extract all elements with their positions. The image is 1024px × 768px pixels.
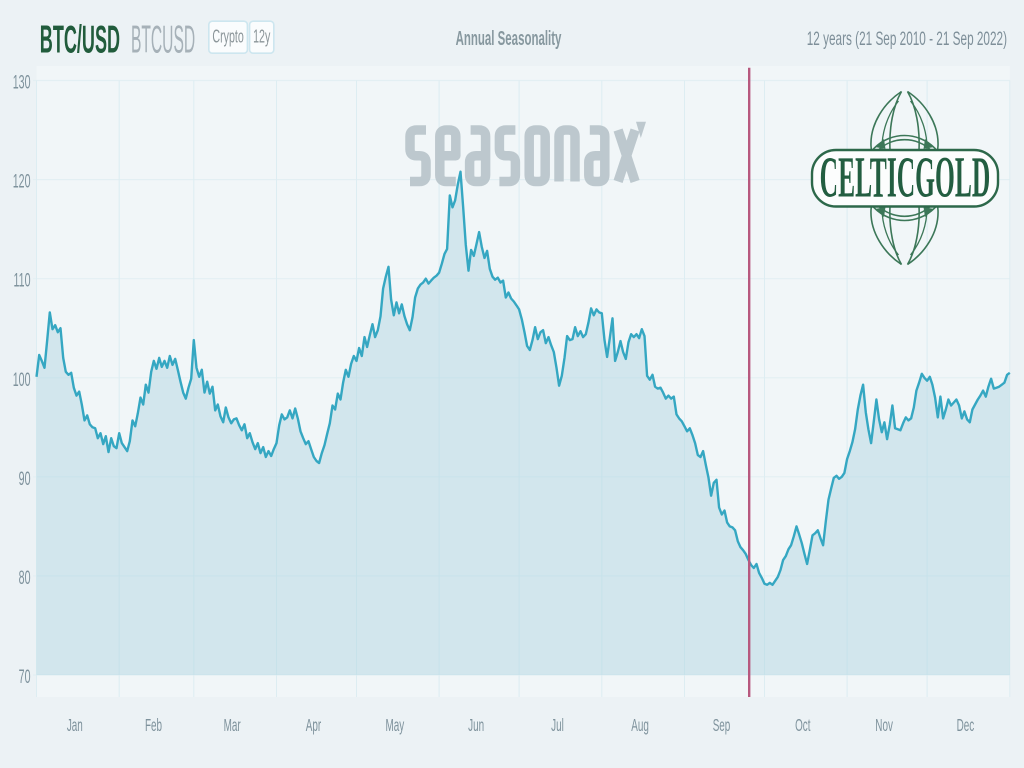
svg-text:110: 110: [14, 271, 31, 292]
svg-text:120: 120: [13, 172, 31, 193]
svg-text:BTC/USD: BTC/USD: [40, 18, 120, 62]
svg-text:Jun: Jun: [468, 716, 484, 736]
svg-text:CELTICGOLD: CELTICGOLD: [820, 145, 991, 210]
svg-text:12 years (21 Sep 2010 - 21 Sep: 12 years (21 Sep 2010 - 21 Sep 2022): [807, 29, 1007, 49]
svg-text:Apr: Apr: [306, 716, 322, 736]
svg-text:Annual Seasonality: Annual Seasonality: [456, 26, 562, 49]
svg-text:May: May: [385, 716, 404, 736]
svg-text:Nov: Nov: [875, 716, 893, 736]
svg-text:Feb: Feb: [145, 716, 162, 736]
svg-text:100: 100: [13, 370, 31, 391]
svg-text:Crypto: Crypto: [212, 26, 243, 47]
svg-text:Sep: Sep: [713, 716, 731, 736]
svg-text:90: 90: [19, 469, 31, 490]
svg-text:Jul: Jul: [551, 716, 564, 736]
svg-text:130: 130: [13, 72, 31, 93]
svg-text:80: 80: [19, 568, 31, 589]
svg-text:Dec: Dec: [957, 716, 975, 736]
svg-text:Mar: Mar: [224, 716, 241, 736]
svg-text:Oct: Oct: [795, 716, 810, 736]
svg-text:Aug: Aug: [631, 716, 649, 736]
svg-text:70: 70: [19, 667, 31, 688]
svg-text:BTCUSD: BTCUSD: [131, 18, 195, 61]
svg-text:12y: 12y: [253, 26, 271, 47]
svg-text:Jan: Jan: [67, 716, 83, 736]
